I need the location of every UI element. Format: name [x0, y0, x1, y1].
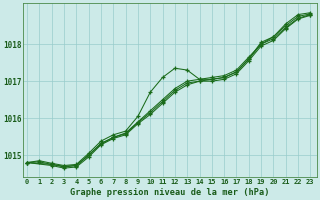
- X-axis label: Graphe pression niveau de la mer (hPa): Graphe pression niveau de la mer (hPa): [70, 188, 270, 197]
